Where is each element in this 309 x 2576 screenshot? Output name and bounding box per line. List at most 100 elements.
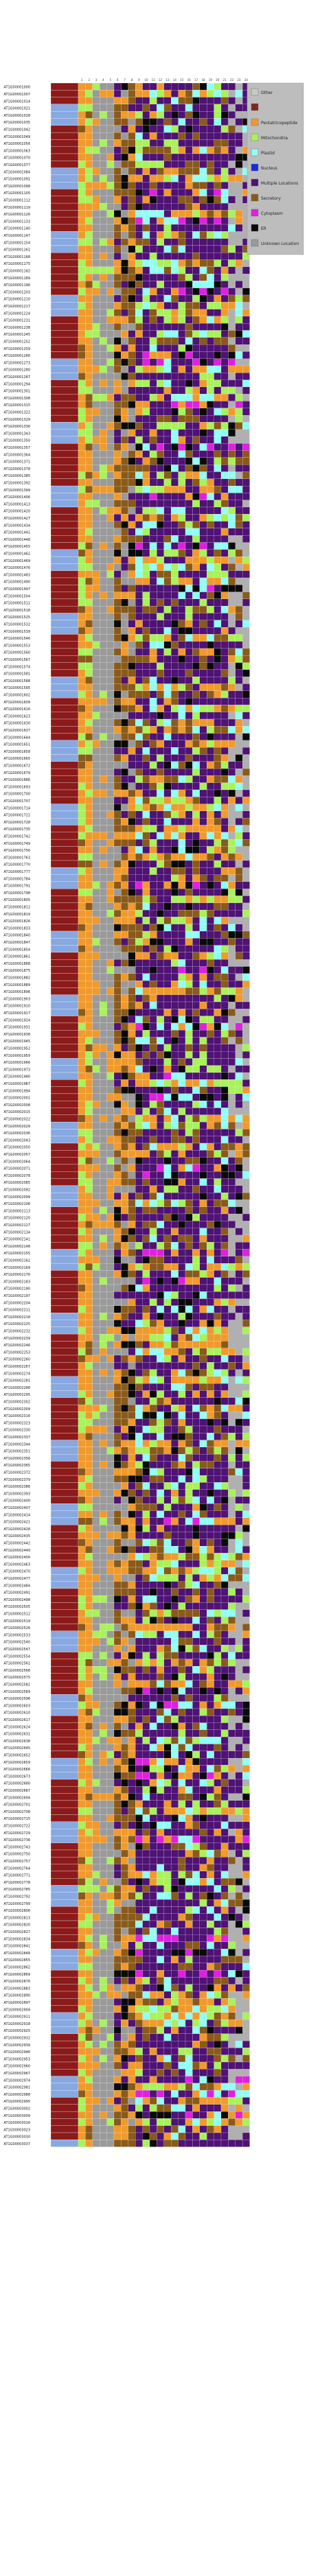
heatmap-cell <box>100 980 107 988</box>
heatmap-cell <box>199 294 207 303</box>
heatmap-cell <box>92 1178 100 1186</box>
heatmap-cell <box>142 832 150 840</box>
heatmap-cell <box>92 1489 100 1497</box>
heatmap-cell <box>185 1228 193 1235</box>
row-label: AT1G00002197 <box>3 1294 30 1298</box>
heatmap-cell <box>142 606 150 613</box>
heatmap-cell <box>92 804 100 811</box>
heatmap-cell <box>171 118 179 126</box>
heatmap-cell <box>100 1150 107 1158</box>
heatmap-cell <box>171 521 179 528</box>
group-bar <box>50 500 79 508</box>
heatmap-cell <box>113 782 122 791</box>
heatmap-cell <box>149 316 157 324</box>
heatmap-cell <box>92 1016 100 1023</box>
heatmap-cell <box>220 373 229 380</box>
heatmap-cell <box>163 210 172 218</box>
heatmap-cell <box>192 344 200 352</box>
heatmap-cell <box>121 535 128 543</box>
heatmap-cell <box>142 1404 150 1412</box>
heatmap-cell <box>113 1157 122 1164</box>
heatmap-cell <box>128 1376 136 1384</box>
heatmap-cell <box>142 1277 150 1285</box>
heatmap-cell <box>207 818 214 826</box>
heatmap-cell <box>199 1468 207 1476</box>
heatmap-cell <box>92 768 100 776</box>
heatmap-cell <box>92 620 100 628</box>
heatmap-cell <box>220 768 229 776</box>
heatmap-cell <box>100 394 107 401</box>
heatmap-cell <box>142 82 150 91</box>
heatmap-cell <box>142 450 150 458</box>
heatmap-cell <box>171 1171 179 1179</box>
row-label: AT1G00001203 <box>3 290 30 294</box>
heatmap-cell <box>85 82 93 91</box>
heatmap-cell <box>178 909 186 917</box>
heatmap-cell <box>149 422 157 430</box>
heatmap-cell <box>192 161 200 168</box>
heatmap-cell <box>185 1355 193 1363</box>
heatmap-cell <box>78 309 86 317</box>
heatmap-cell <box>199 542 207 550</box>
heatmap-cell <box>121 705 128 712</box>
heatmap-cell <box>199 577 207 585</box>
heatmap-cell <box>214 125 222 133</box>
heatmap-cell <box>242 379 250 387</box>
heatmap-cell <box>92 111 100 119</box>
heatmap-cell <box>113 1016 122 1023</box>
heatmap-cell <box>214 952 222 960</box>
heatmap-cell <box>149 471 157 479</box>
heatmap-cell <box>149 556 157 564</box>
heatmap-cell <box>199 909 207 917</box>
heatmap-cell <box>214 266 222 274</box>
heatmap-cell <box>171 1150 179 1158</box>
heatmap-cell <box>163 994 172 1003</box>
heatmap-cell <box>113 245 122 253</box>
heatmap-cell <box>199 598 207 607</box>
heatmap-cell <box>192 987 200 995</box>
heatmap-cell <box>214 1206 222 1215</box>
heatmap-cell <box>121 577 128 585</box>
group-bar <box>50 1136 79 1144</box>
heatmap-cell <box>121 288 128 296</box>
heatmap-cell <box>199 966 207 974</box>
heatmap-cell <box>157 775 164 783</box>
heatmap-cell <box>135 294 143 303</box>
heatmap-cell <box>228 1143 236 1151</box>
heatmap-cell <box>100 994 107 1003</box>
heatmap-cell <box>220 174 229 183</box>
heatmap-cell <box>214 980 222 988</box>
heatmap-cell <box>220 598 229 607</box>
heatmap-cell <box>185 1418 193 1427</box>
heatmap-cell <box>113 514 122 522</box>
heatmap-cell <box>149 132 157 140</box>
heatmap-cell <box>171 1320 179 1327</box>
heatmap-cell <box>100 1157 107 1164</box>
heatmap-cell <box>171 379 179 387</box>
heatmap-cell <box>100 909 107 917</box>
heatmap-cell <box>135 153 143 161</box>
column-tick-label: 22 <box>230 78 234 82</box>
heatmap-cell <box>178 549 186 557</box>
heatmap-cell <box>157 132 164 140</box>
heatmap-cell <box>214 549 222 557</box>
heatmap-cell <box>100 414 107 423</box>
heatmap-cell <box>157 1192 164 1200</box>
heatmap-cell <box>113 1101 122 1108</box>
heatmap-cell <box>106 1114 115 1123</box>
heatmap-cell <box>128 379 136 387</box>
heatmap-cell <box>121 1425 128 1433</box>
heatmap-cell <box>135 917 143 924</box>
heatmap-cell <box>135 563 143 571</box>
heatmap-cell <box>171 351 179 359</box>
heatmap-cell <box>78 549 86 557</box>
heatmap-cell <box>220 1390 229 1398</box>
heatmap-cell <box>185 889 193 896</box>
heatmap-cell <box>106 1185 115 1193</box>
heatmap-cell <box>178 1348 186 1356</box>
heatmap-cell <box>128 1037 136 1044</box>
heatmap-cell <box>78 669 86 677</box>
heatmap-cell <box>192 1022 200 1031</box>
heatmap-cell <box>78 973 86 981</box>
heatmap-cell <box>85 697 93 705</box>
